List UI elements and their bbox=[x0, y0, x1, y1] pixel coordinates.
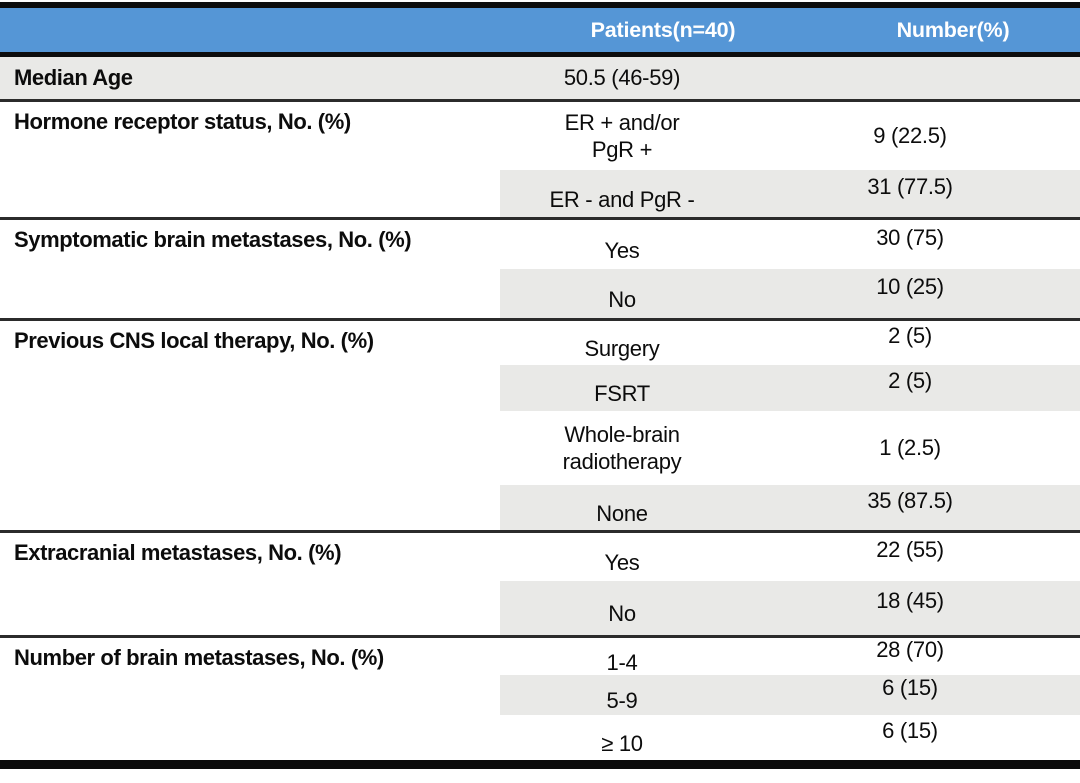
value-cell: ≥ 10 bbox=[601, 730, 643, 756]
value-cell: Yes bbox=[604, 237, 640, 263]
table-row: ER + and/or PgR + 9 (22.5) bbox=[500, 102, 1080, 170]
patient-characteristics-table: Patients(n=40) Number(%) Median Age 50.5… bbox=[0, 2, 1080, 769]
section-rows: 50.5 (46-59) bbox=[500, 57, 1080, 99]
section-rows: 1-4 28 (70) 5-9 6 (15) ≥ 10 6 (15) bbox=[500, 637, 1080, 760]
table-row: Surgery 2 (5) bbox=[500, 321, 1080, 365]
row-category-label: Previous CNS local therapy, No. (%) bbox=[14, 328, 374, 353]
value-cell: None bbox=[596, 500, 648, 526]
table-row: ER - and PgR - 31 (77.5) bbox=[500, 170, 1080, 217]
value-cell: FSRT bbox=[594, 381, 650, 407]
value-cell: No bbox=[608, 601, 636, 627]
section-rows: ER + and/or PgR + 9 (22.5) ER - and PgR … bbox=[500, 102, 1080, 217]
table-row: 5-9 6 (15) bbox=[500, 675, 1080, 715]
table-section-number-of-brain-metastases: Number of brain metastases, No. (%) 1-4 … bbox=[0, 637, 1080, 760]
value-cell: Yes bbox=[604, 550, 640, 576]
table-row: FSRT 2 (5) bbox=[500, 365, 1080, 411]
number-cell: 10 (25) bbox=[876, 273, 944, 299]
number-cell: 31 (77.5) bbox=[867, 173, 953, 199]
table-row: Whole-brain radiotherapy 1 (2.5) bbox=[500, 411, 1080, 485]
number-cell: 1 (2.5) bbox=[879, 435, 941, 460]
number-cell: 28 (70) bbox=[876, 636, 944, 662]
row-category-label: Median Age bbox=[14, 65, 133, 91]
value-cell: Surgery bbox=[584, 336, 660, 362]
value-cell: No bbox=[608, 286, 636, 312]
table-row: ≥ 10 6 (15) bbox=[500, 715, 1080, 760]
table-header-row: Patients(n=40) Number(%) bbox=[0, 8, 1080, 57]
value-cell: 50.5 (46-59) bbox=[563, 65, 681, 91]
table-row: Yes 30 (75) bbox=[500, 220, 1080, 269]
table-section-median-age: Median Age 50.5 (46-59) bbox=[0, 57, 1080, 102]
row-category-label: Hormone receptor status, No. (%) bbox=[14, 109, 351, 134]
number-cell: 6 (15) bbox=[882, 717, 938, 743]
value-cell: 5-9 bbox=[606, 688, 638, 714]
table-row: No 18 (45) bbox=[500, 581, 1080, 635]
section-rows: Yes 22 (55) No 18 (45) bbox=[500, 533, 1080, 635]
number-cell bbox=[750, 57, 1070, 99]
number-cell: 30 (75) bbox=[876, 224, 944, 250]
table-section-extracranial-metastases: Extracranial metastases, No. (%) Yes 22 … bbox=[0, 533, 1080, 638]
number-cell: 2 (5) bbox=[888, 323, 932, 348]
table-section-symptomatic-brain-metastases: Symptomatic brain metastases, No. (%) Ye… bbox=[0, 220, 1080, 321]
table-section-previous-cns-local-therapy: Previous CNS local therapy, No. (%) Surg… bbox=[0, 321, 1080, 533]
table-row: 1-4 28 (70) bbox=[500, 637, 1080, 675]
number-cell: 9 (22.5) bbox=[873, 123, 947, 148]
value-cell: ER + and/or PgR + bbox=[564, 109, 680, 162]
number-cell: 22 (55) bbox=[876, 537, 944, 562]
number-cell: 2 (5) bbox=[888, 368, 932, 393]
section-rows: Surgery 2 (5) FSRT 2 (5) Whole-brain rad… bbox=[500, 321, 1080, 530]
value-cell: ER - and PgR - bbox=[549, 186, 695, 212]
section-rows: Yes 30 (75) No 10 (25) bbox=[500, 220, 1080, 318]
table-row: Yes 22 (55) bbox=[500, 533, 1080, 581]
row-category-label: Number of brain metastases, No. (%) bbox=[14, 645, 384, 670]
value-cell: Whole-brain radiotherapy bbox=[562, 421, 682, 474]
row-category-label: Symptomatic brain metastases, No. (%) bbox=[14, 227, 412, 252]
table-row: No 10 (25) bbox=[500, 269, 1080, 318]
table-section-hormone-receptor-status: Hormone receptor status, No. (%) ER + an… bbox=[0, 102, 1080, 220]
table-row: 50.5 (46-59) bbox=[500, 57, 1080, 99]
table-row: None 35 (87.5) bbox=[500, 485, 1080, 530]
column-header-patients: Patients(n=40) bbox=[590, 17, 736, 42]
row-category-label: Extracranial metastases, No. (%) bbox=[14, 540, 342, 565]
number-cell: 18 (45) bbox=[876, 588, 944, 613]
value-cell: 1-4 bbox=[606, 649, 638, 675]
column-header-number: Number(%) bbox=[896, 17, 1010, 42]
number-cell: 35 (87.5) bbox=[867, 487, 953, 513]
number-cell: 6 (15) bbox=[882, 675, 938, 700]
